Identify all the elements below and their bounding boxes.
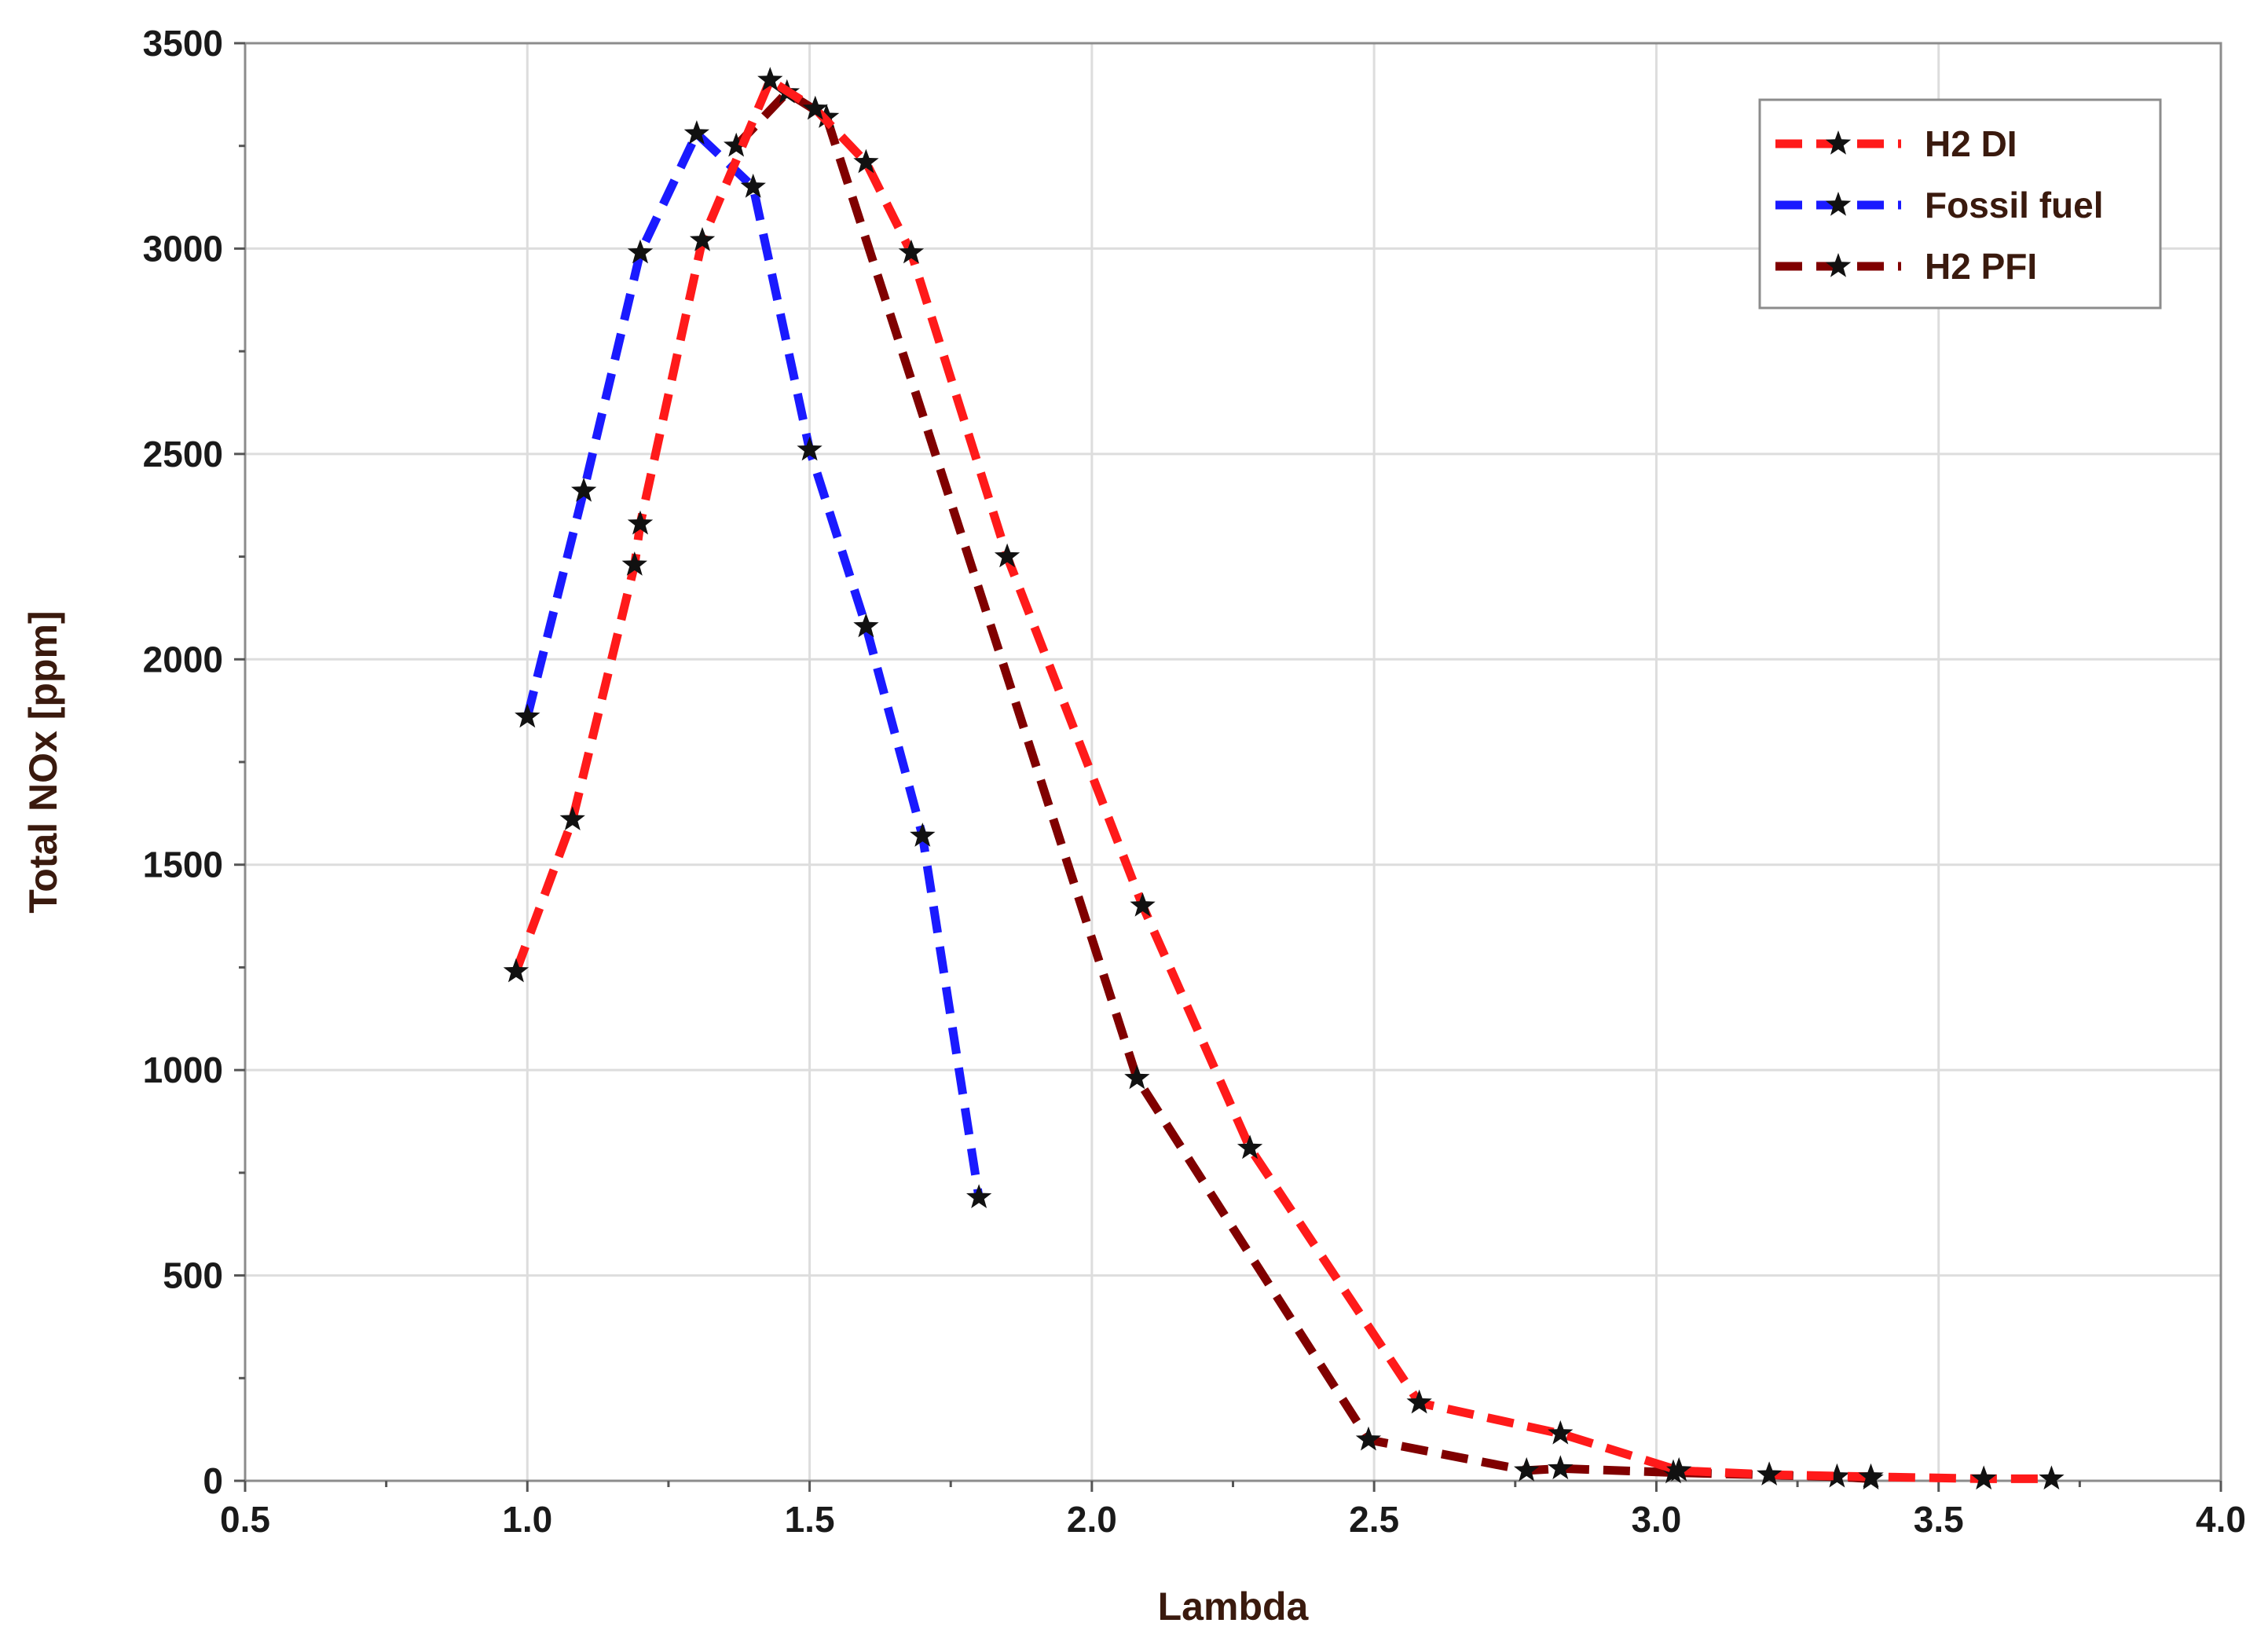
x-tick-label: 3.5 [1914, 1499, 1964, 1540]
legend-item: Fossil fuel [1775, 185, 2103, 225]
legend-marker [1825, 192, 1852, 216]
data-point-marker [1666, 1456, 1692, 1482]
data-point-marker [994, 543, 1020, 568]
axis-ticks: 0.5 1.0 1.5 2.0 2.5 3.0 3.5 4.0 0 500 1000 1500 2000… [143, 23, 2246, 1540]
data-point-marker [627, 239, 654, 264]
data-point-marker [571, 477, 597, 502]
data-point-marker [1130, 892, 1156, 917]
y-tick-label: 3500 [143, 23, 223, 64]
y-tick-label: 2500 [143, 434, 223, 474]
y-axis-title: Total NOx [ppm] [21, 610, 65, 913]
data-point-marker [740, 174, 766, 198]
data-point-marker [1858, 1463, 1884, 1488]
data-point-marker [853, 148, 879, 174]
data-point-marker [1824, 1463, 1850, 1488]
y-tick-label: 1000 [143, 1050, 223, 1090]
y-tick-label: 1500 [143, 844, 223, 885]
data-point-marker [724, 132, 749, 157]
x-tick-label: 1.5 [785, 1499, 835, 1540]
data-point-marker [1548, 1420, 1574, 1445]
series-layer [503, 67, 2065, 1490]
data-point-marker [802, 95, 828, 120]
y-tick-label: 2000 [143, 639, 223, 680]
data-point-marker [559, 806, 585, 830]
legend-label: H2 PFI [1925, 246, 2037, 287]
x-tick-label: 0.5 [220, 1499, 270, 1540]
y-tick-label: 500 [163, 1255, 223, 1296]
data-point-marker [621, 551, 647, 576]
data-point-marker [1406, 1389, 1432, 1414]
x-tick-label: 4.0 [2196, 1499, 2246, 1540]
legend-label: H2 DI [1925, 123, 2017, 164]
data-point-marker [853, 613, 879, 638]
x-tick-label: 2.5 [1349, 1499, 1399, 1540]
data-point-marker [966, 1184, 992, 1208]
legend-item: H2 PFI [1775, 246, 2037, 287]
data-point-marker [1514, 1456, 1540, 1482]
data-point-marker [1757, 1461, 1783, 1486]
x-tick-label: 1.0 [502, 1499, 552, 1540]
legend-label: Fossil fuel [1925, 185, 2103, 225]
data-point-marker [683, 120, 709, 145]
data-point-marker [515, 703, 540, 728]
x-tick-label: 3.0 [1631, 1499, 1681, 1540]
data-point-marker [1237, 1134, 1263, 1160]
series-fossil-fuel [515, 120, 992, 1208]
x-axis-title: Lambda [1158, 1585, 1310, 1629]
legend-marker [1825, 130, 1852, 155]
data-point-marker [757, 67, 783, 91]
data-point-marker [1355, 1426, 1382, 1451]
data-point-marker [503, 958, 529, 983]
legend: H2 DI Fossil fuel H2 PFI [1758, 98, 2162, 310]
data-point-marker [2039, 1465, 2065, 1490]
x-tick-label: 2.0 [1067, 1499, 1117, 1540]
data-point-marker [910, 822, 936, 847]
data-point-marker [1124, 1064, 1150, 1090]
legend-marker [1825, 253, 1852, 277]
data-point-marker [627, 510, 654, 535]
data-point-marker [1548, 1455, 1574, 1480]
legend-item: H2 DI [1775, 123, 2017, 164]
y-tick-label: 3000 [143, 228, 223, 269]
series-h2-di [503, 67, 2065, 1490]
series-line [522, 129, 984, 1199]
data-point-marker [898, 239, 925, 264]
data-point-marker [689, 227, 716, 251]
data-point-marker [1971, 1465, 1997, 1490]
y-tick-label: 0 [203, 1460, 223, 1501]
data-point-marker [797, 436, 823, 461]
